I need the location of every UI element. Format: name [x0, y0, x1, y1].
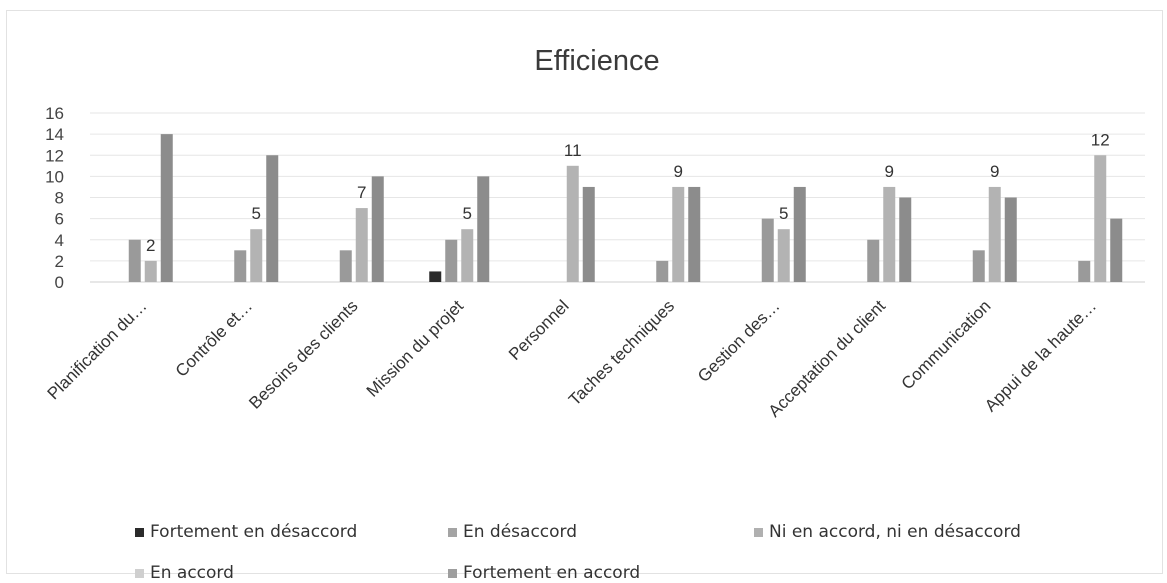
- legend-label: Fortement en désaccord: [150, 522, 358, 542]
- legend-item-fortement-en-desaccord: Fortement en désaccord: [135, 522, 357, 542]
- legend-label: Ni en accord, ni en désaccord: [769, 522, 1021, 542]
- bar: [445, 239, 458, 282]
- x-axis-categories: Planification du… Contrôle et…Besoins des…: [44, 296, 1100, 421]
- legend-item-ni-en-accord: Ni en accord, ni en désaccord: [754, 522, 1021, 542]
- bar: [461, 229, 474, 282]
- legend-swatch: [448, 568, 457, 578]
- y-tick-label: 16: [45, 104, 64, 123]
- bar: [972, 250, 985, 282]
- bar: [160, 134, 173, 282]
- legend-swatch: [448, 527, 457, 537]
- data-label: 5: [463, 204, 472, 223]
- y-tick-label: 14: [45, 125, 64, 144]
- bar: [144, 260, 157, 282]
- bar: [1004, 197, 1017, 282]
- legend-item-fortement-en-accord: Fortement en accord: [448, 563, 640, 583]
- y-tick-label: 2: [55, 252, 64, 271]
- bar: [371, 176, 384, 282]
- y-tick-label: 0: [55, 273, 64, 292]
- data-label: 9: [674, 162, 683, 181]
- legend-item-en-desaccord: En désaccord: [448, 522, 577, 542]
- x-category-label: Personnel: [505, 296, 573, 364]
- bar: [672, 186, 685, 282]
- bar: [688, 186, 701, 282]
- legend-label: En désaccord: [463, 522, 578, 542]
- y-axis-ticks: 0 2 4 6 8 10 12 14 16: [45, 104, 64, 292]
- y-tick-label: 8: [55, 189, 64, 208]
- data-label: 5: [252, 204, 261, 223]
- y-tick-label: 6: [55, 210, 64, 229]
- bar: [883, 186, 896, 282]
- bar: [793, 186, 806, 282]
- y-tick-label: 4: [55, 231, 64, 250]
- x-category-label: Besoins des clients: [245, 296, 361, 412]
- legend-swatch: [135, 527, 144, 537]
- bar: [656, 260, 669, 282]
- x-category-label: Mission du projet: [363, 296, 467, 400]
- data-label: 9: [990, 162, 999, 181]
- legend-label: Fortement en accord: [463, 563, 641, 583]
- bar: [429, 271, 442, 282]
- legend-swatch: [135, 568, 144, 578]
- chart-frame: [6, 10, 1163, 574]
- data-label: 12: [1091, 130, 1110, 149]
- bar: [867, 239, 880, 282]
- bar: [1094, 155, 1107, 282]
- y-tick-label: 10: [45, 167, 64, 186]
- bar: [339, 250, 352, 282]
- legend-swatch: [754, 527, 763, 537]
- data-label: 7: [357, 183, 366, 202]
- x-category-label: Planification du…: [44, 296, 151, 403]
- bar: [899, 197, 912, 282]
- legend-label: En accord: [150, 563, 234, 583]
- data-label: 9: [885, 162, 894, 181]
- bar: [234, 250, 247, 282]
- data-labels: 2 5 7 5 11 9 5 9 9 12: [146, 130, 1110, 255]
- bar: [777, 229, 790, 282]
- bar: [988, 186, 1001, 282]
- gridlines: [90, 112, 1145, 283]
- x-category-label: Gestion des…: [694, 296, 784, 386]
- data-label: 2: [146, 236, 155, 255]
- data-label: 11: [564, 141, 582, 160]
- x-category-label: Taches techniques: [565, 296, 678, 409]
- legend-item-en-accord: En accord: [135, 563, 234, 583]
- bar: [266, 155, 279, 282]
- bar: [1110, 218, 1123, 282]
- bars: [128, 134, 1123, 282]
- y-tick-label: 12: [45, 146, 64, 165]
- data-label: 5: [779, 204, 788, 223]
- bar: [1078, 260, 1091, 282]
- x-category-label: Contrôle et…: [172, 296, 256, 380]
- bar: [355, 208, 368, 282]
- x-category-label: Communication: [898, 296, 995, 393]
- bar: [250, 229, 263, 282]
- bar: [761, 218, 774, 282]
- x-category-label: Appui de la haute…: [981, 296, 1100, 415]
- chart-title: Efficience: [534, 45, 659, 77]
- bar: [128, 239, 141, 282]
- bar: [566, 165, 579, 282]
- bar: [477, 176, 490, 282]
- bar: [582, 186, 595, 282]
- x-category-label: Acceptation du client: [765, 296, 890, 421]
